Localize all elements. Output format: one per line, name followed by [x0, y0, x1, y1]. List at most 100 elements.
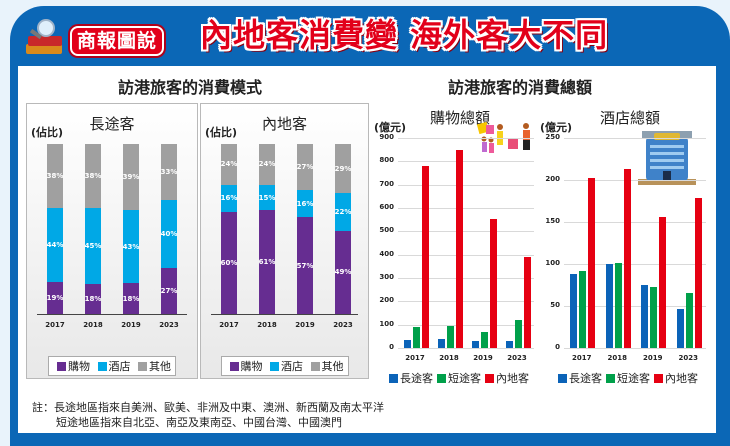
segment-購物: 61% — [259, 210, 275, 314]
x-tick-label: 2017 — [45, 321, 65, 329]
y-tick-label: 100 — [379, 319, 394, 328]
y-unit: (佔比) — [205, 126, 238, 139]
bar-長途客-2018 — [605, 264, 613, 348]
bar-長途客-2018 — [438, 339, 445, 348]
bar-短途客-2018 — [447, 325, 454, 348]
segment-其他: 24% — [221, 144, 237, 185]
x-tick-label: 2019 — [295, 321, 315, 329]
bar-短途客-2017 — [579, 270, 586, 348]
legend: 購物 酒店 其他 — [48, 356, 176, 376]
y-tick-label: 700 — [379, 179, 394, 188]
legend-swatch — [389, 374, 398, 383]
segment-酒店: 43% — [123, 210, 139, 284]
plot-area — [564, 138, 706, 348]
bar-長途客-2023 — [506, 340, 513, 348]
segment-其他: 24% — [259, 144, 275, 185]
y-tick-label: 150 — [545, 217, 560, 225]
footnote-line-1: 註：長途地區指來自美洲、歐美、非洲及中東、澳洲、新西蘭及南太平洋 — [32, 401, 384, 414]
bar-短途客-2019 — [650, 286, 657, 348]
gridline — [398, 138, 534, 139]
gridline — [398, 254, 534, 256]
y-tick-label: 300 — [379, 273, 394, 281]
bar-內地客-2023 — [694, 198, 702, 348]
gridline — [398, 278, 534, 279]
stacked-bar-2017: 19% 44% 38% — [47, 144, 63, 314]
y-tick-label: 0 — [555, 343, 560, 351]
stacked-bar-2018: 18% 45% 38% — [85, 144, 101, 314]
bar-長途客-2023 — [676, 308, 684, 348]
x-tick-label: 2019 — [121, 321, 141, 329]
segment-其他: 27% — [297, 144, 313, 190]
header: 商報圖說 內地客消費變 海外客大不同 — [0, 0, 730, 62]
chart-title: 內地客 — [261, 115, 307, 133]
legend-swatch — [606, 374, 615, 383]
legend: 長途客 短途客 內地客 — [540, 370, 712, 386]
chart-title: 購物總額 — [430, 109, 491, 127]
y-unit: (億元) — [540, 121, 573, 134]
stacked-bar-2019: 57% 16% 27% — [297, 144, 313, 314]
headline: 內地客消費變 海外客大不同 — [200, 16, 609, 54]
x-tick-label: 2023 — [159, 321, 179, 329]
x-tick-label: 2017 — [219, 321, 239, 329]
segment-購物: 18% — [123, 283, 139, 314]
spending-pattern-title: 訪港旅客的消費模式 — [118, 78, 263, 97]
segment-購物: 18% — [85, 283, 101, 314]
legend-swatch — [654, 374, 663, 383]
y-tick-label: 200 — [379, 296, 394, 305]
stacked-bar-2019: 18% 43% 39% — [123, 144, 139, 314]
y-unit: (億元) — [374, 121, 407, 134]
bar-內地客-2018 — [456, 149, 463, 348]
segment-酒店: 15% — [259, 184, 275, 211]
legend: 長途客 短途客 內地客 — [374, 370, 540, 386]
bar-長途客-2019 — [472, 340, 479, 348]
footnote-line-2: 短途地區指來自北亞、南亞及東南亞、中國台灣、中國澳門 — [56, 416, 342, 429]
footnote: 註：長途地區指來自美洲、歐美、非洲及中東、澳洲、新西蘭及南太平洋 短途地區指來自… — [32, 400, 384, 430]
legend-swatch-hotel — [97, 362, 107, 371]
bar-短途客-2018 — [614, 263, 622, 348]
legend-swatch-other — [310, 362, 320, 371]
gridline — [564, 306, 706, 307]
segment-酒店: 44% — [47, 207, 63, 283]
segment-其他: 38% — [47, 144, 63, 208]
segment-購物: 49% — [335, 230, 351, 314]
x-tick-label: 2018 — [439, 354, 459, 362]
bar-短途客-2017 — [413, 326, 420, 348]
y-tick-label: 0 — [389, 343, 394, 351]
x-tick-label: 2023 — [678, 354, 698, 362]
gridline — [398, 231, 534, 233]
legend: 購物 酒店 其他 — [220, 356, 349, 376]
bar-內地客-2017 — [422, 166, 429, 348]
shopping-total-chart: 購物總額 (億元) 0 100 200 300 400 500 600 700 800 900 20… — [374, 103, 540, 393]
legend-label: 短途客 — [617, 372, 650, 385]
books-magnifier-icon — [26, 19, 62, 54]
hotel-total-chart: 酒店總額 (億元) 0 50 100 150 200 250 2017 2018 2019 202… — [540, 103, 712, 393]
x-tick-label: 2017 — [572, 354, 592, 362]
gridline — [564, 180, 706, 181]
legend-swatch-other — [138, 362, 147, 371]
segment-其他: 29% — [335, 144, 351, 194]
segment-購物: 60% — [221, 212, 237, 314]
legend-swatch-shopping — [57, 362, 66, 371]
bar-內地客-2019 — [659, 216, 666, 348]
content-panel: 訪港旅客的消費模式 訪港旅客的消費總額 長途客 (佔比) 購物 酒店 其他 19… — [18, 66, 716, 433]
segment-酒店: 45% — [85, 207, 101, 284]
x-tick-label: 2023 — [333, 321, 353, 329]
x-tick-label: 2018 — [257, 321, 277, 329]
y-tick-label: 100 — [545, 259, 560, 267]
y-tick-label: 50 — [550, 301, 560, 309]
bar-內地客-2023 — [524, 257, 531, 348]
gridline — [398, 301, 534, 303]
stacked-bar-2018: 61% 15% 24% — [259, 144, 275, 314]
legend-label: 短途客 — [448, 372, 481, 385]
spending-total-title: 訪港旅客的消費總額 — [448, 78, 593, 97]
bar-內地客-2017 — [588, 178, 595, 348]
y-tick-label: 600 — [379, 203, 394, 211]
bar-內地客-2019 — [490, 218, 497, 348]
stacked-bar-2017: 60% 16% 24% — [221, 144, 237, 314]
segment-購物: 57% — [297, 217, 313, 314]
legend-swatch-shopping — [229, 362, 239, 371]
gridline — [398, 348, 534, 349]
bar-短途客-2023 — [515, 320, 522, 348]
x-tick-label: 2017 — [405, 354, 425, 362]
bar-長途客-2019 — [641, 285, 648, 348]
